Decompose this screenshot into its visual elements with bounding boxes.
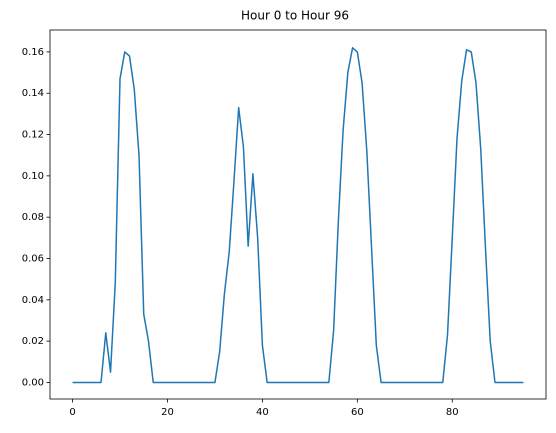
axes-frame xyxy=(49,29,547,400)
x-tick-label: 80 xyxy=(446,407,459,418)
y-tick-label: 0.04 xyxy=(22,295,44,306)
x-tick-label: 40 xyxy=(256,407,269,418)
y-tick-label: 0.02 xyxy=(22,336,44,347)
y-tick-label: 0.06 xyxy=(22,254,44,265)
y-tick-label: 0.16 xyxy=(22,47,44,58)
data-line xyxy=(72,47,524,384)
x-tick-label: 20 xyxy=(161,407,174,418)
y-tick-label: 0.00 xyxy=(22,377,44,388)
x-tick-label: 60 xyxy=(351,407,364,418)
y-tick-label: 0.10 xyxy=(22,171,44,182)
y-tick-label: 0.14 xyxy=(22,88,44,99)
chart-title: Hour 0 to Hour 96 xyxy=(241,9,349,23)
y-tick-label: 0.12 xyxy=(22,130,44,141)
y-tick-label: 0.08 xyxy=(22,212,44,223)
x-tick-label: 0 xyxy=(69,407,75,418)
